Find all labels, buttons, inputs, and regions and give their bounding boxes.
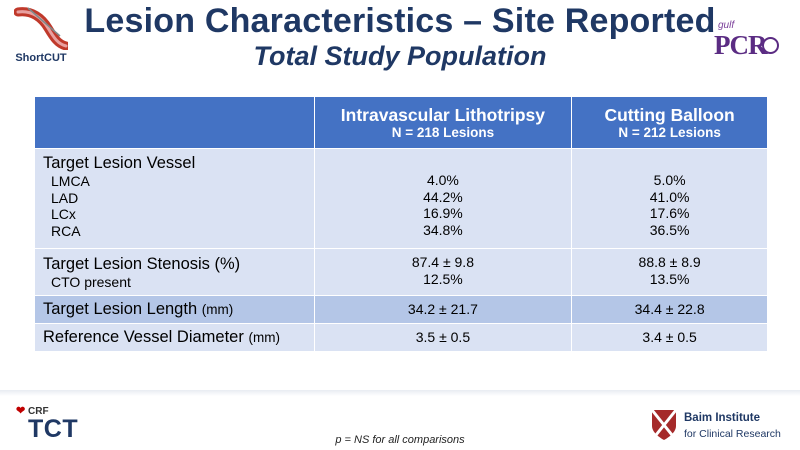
vessel-ivl-cell: 4.0% 44.2% 16.9% 34.8% bbox=[313, 148, 573, 249]
value-cell: 4.0% bbox=[426, 172, 459, 188]
length-label-cell: Target Lesion Length (mm) bbox=[34, 295, 315, 324]
value-cell: 87.4 ± 9.8 bbox=[411, 254, 474, 270]
heart-icon: ❤ bbox=[16, 405, 26, 417]
tct-text: TCT bbox=[28, 415, 79, 443]
gulf-pcr-logo-top: gulf bbox=[718, 20, 735, 31]
value-cell: 3.4 ± 0.5 bbox=[642, 329, 697, 346]
slide-subtitle: Total Study Population bbox=[253, 41, 547, 71]
value-cell: 44.2% bbox=[423, 188, 463, 205]
shield-icon bbox=[650, 409, 678, 441]
value-cell: 12.5% bbox=[423, 270, 463, 287]
vessel-cb-cell: 5.0% 41.0% 17.6% 36.5% bbox=[571, 148, 768, 249]
ref-label: Reference Vessel Diameter bbox=[43, 328, 244, 346]
stenosis-ivl-cell: 87.4 ± 9.8 12.5% bbox=[313, 248, 573, 296]
vessel-icon bbox=[14, 7, 68, 50]
vessel-label-cell: Target Lesion Vessel LMCA LAD LCx RCA bbox=[34, 148, 315, 249]
stenosis-label: Target Lesion Stenosis (%) bbox=[43, 255, 241, 273]
table-header-row: Intravascular Lithotripsy N = 218 Lesion… bbox=[34, 96, 768, 149]
table-row: Target Lesion Vessel LMCA LAD LCx RCA 4.… bbox=[34, 148, 768, 249]
footer: ❤ CRF TCT p = NS for all comparisons Bai… bbox=[0, 390, 800, 450]
crf-tct-logo: ❤ CRF TCT bbox=[16, 404, 96, 448]
shortcut-logo-text: ShortCUT bbox=[15, 52, 67, 64]
baim-line2: for Clinical Research bbox=[684, 428, 781, 440]
value-cell: 34.2 ± 21.7 bbox=[407, 301, 478, 318]
table-row: Target Lesion Stenosis (%) CTO present 8… bbox=[34, 248, 768, 296]
ref-cb-cell: 3.4 ± 0.5 bbox=[571, 323, 768, 352]
length-label: Target Lesion Length bbox=[43, 300, 198, 318]
table-row: Target Lesion Length (mm) 34.2 ± 21.7 34… bbox=[34, 295, 768, 324]
value-cell: 13.5% bbox=[649, 270, 690, 287]
value-cell: 17.6% bbox=[649, 205, 690, 221]
value-cell: 34.4 ± 22.8 bbox=[634, 301, 705, 318]
vessel-sub-rca: RCA bbox=[51, 222, 81, 239]
length-cb-cell: 34.4 ± 22.8 bbox=[571, 295, 768, 324]
footnote: p = NS for all comparisons bbox=[335, 434, 465, 446]
length-unit: (mm) bbox=[201, 302, 234, 317]
header-cb-n: N = 212 Lesions bbox=[618, 125, 721, 140]
vessel-sub-lmca: LMCA bbox=[51, 173, 90, 189]
header-ivl-name: Intravascular Lithotripsy bbox=[340, 105, 546, 125]
vessel-sub-lcx: LCx bbox=[51, 206, 76, 222]
gim-ring-icon bbox=[762, 37, 779, 54]
slide-title: Lesion Characteristics – Site Reported bbox=[84, 2, 716, 40]
header-ivl: Intravascular Lithotripsy N = 218 Lesion… bbox=[313, 96, 573, 149]
lesion-characteristics-table: Intravascular Lithotripsy N = 218 Lesion… bbox=[34, 96, 768, 352]
header-ivl-n: N = 218 Lesions bbox=[391, 125, 495, 140]
ref-ivl-cell: 3.5 ± 0.5 bbox=[313, 323, 573, 352]
header-empty-cell bbox=[34, 96, 315, 149]
value-cell: 5.0% bbox=[653, 172, 686, 188]
shortcut-logo: ShortCUT bbox=[8, 6, 74, 68]
value-cell: 3.5 ± 0.5 bbox=[415, 329, 471, 346]
value-cell: 16.9% bbox=[423, 205, 463, 221]
baim-logo: Baim Institute for Clinical Research bbox=[650, 408, 790, 448]
vessel-label: Target Lesion Vessel bbox=[43, 154, 196, 172]
table-row: Reference Vessel Diameter (mm) 3.5 ± 0.5… bbox=[34, 323, 768, 352]
header-cb-name: Cutting Balloon bbox=[604, 105, 735, 125]
header-cb: Cutting Balloon N = 212 Lesions bbox=[571, 96, 768, 149]
ref-unit: (mm) bbox=[248, 330, 280, 345]
value-cell: 34.8% bbox=[423, 221, 463, 238]
ref-label-cell: Reference Vessel Diameter (mm) bbox=[34, 323, 315, 352]
gulf-pcr-logo-main: PCR bbox=[714, 30, 767, 60]
cto-label: CTO present bbox=[51, 274, 131, 290]
stenosis-label-cell: Target Lesion Stenosis (%) CTO present bbox=[34, 248, 315, 296]
gulf-pcr-logo: gulf PCR bbox=[714, 20, 786, 72]
baim-line1: Baim Institute bbox=[684, 412, 761, 424]
value-cell: 88.8 ± 8.9 bbox=[638, 254, 701, 270]
value-cell: 36.5% bbox=[649, 221, 690, 238]
stenosis-cb-cell: 88.8 ± 8.9 13.5% bbox=[571, 248, 768, 296]
length-ivl-cell: 34.2 ± 21.7 bbox=[313, 295, 573, 324]
crf-text: ❤ CRF bbox=[16, 405, 49, 417]
value-cell: 41.0% bbox=[649, 188, 690, 205]
vessel-sub-lad: LAD bbox=[51, 189, 79, 206]
